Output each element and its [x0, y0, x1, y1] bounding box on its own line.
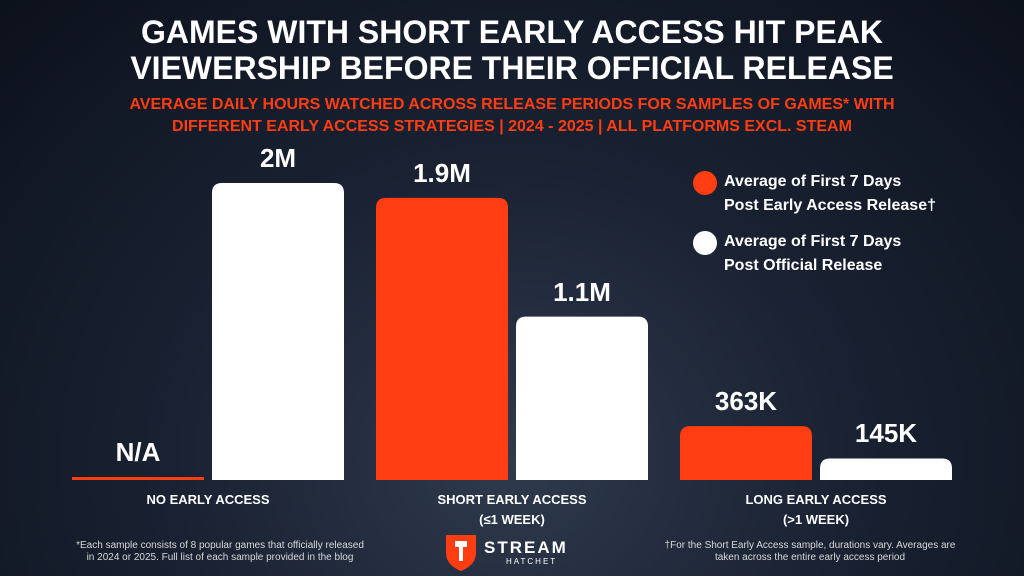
x-tick-label: LONG EARLY ACCESS (>1 WEEK)	[745, 492, 887, 527]
bar	[680, 426, 812, 480]
value-label: 1.9M	[413, 157, 471, 188]
bar	[820, 458, 952, 480]
value-label: N/A	[115, 437, 161, 467]
footnote: *Each sample consists of 8 popular games…	[76, 540, 364, 563]
legend-swatch	[693, 171, 717, 195]
logo-mark	[455, 541, 467, 561]
value-label: 2M	[259, 143, 297, 173]
value-label: 363K	[714, 386, 778, 417]
value-label: 1.1M	[553, 276, 611, 307]
empty-bar	[72, 477, 204, 480]
legend-label: Average of First 7 Days Post Early Acces…	[724, 173, 936, 214]
bar	[212, 183, 344, 480]
logo-tagline: HATCHET	[506, 557, 558, 566]
bar	[376, 197, 508, 480]
legend-label: Average of First 7 Days Post Official Re…	[724, 233, 902, 274]
chart-subtitle: AVERAGE DAILY HOURS WATCHED ACROSS RELEA…	[129, 96, 895, 135]
value-label: 145K	[854, 418, 918, 449]
bar	[516, 316, 648, 480]
x-tick-label: NO EARLY ACCESS	[146, 492, 270, 507]
logo-name: STREAM	[484, 538, 568, 557]
chart-title: GAMES WITH SHORT EARLY ACCESS HIT PEAK V…	[130, 14, 894, 86]
footnote: †For the Short Early Access sample, dura…	[664, 540, 956, 563]
legend-swatch	[693, 231, 717, 255]
x-tick-label: SHORT EARLY ACCESS (≤1 WEEK)	[437, 492, 587, 527]
